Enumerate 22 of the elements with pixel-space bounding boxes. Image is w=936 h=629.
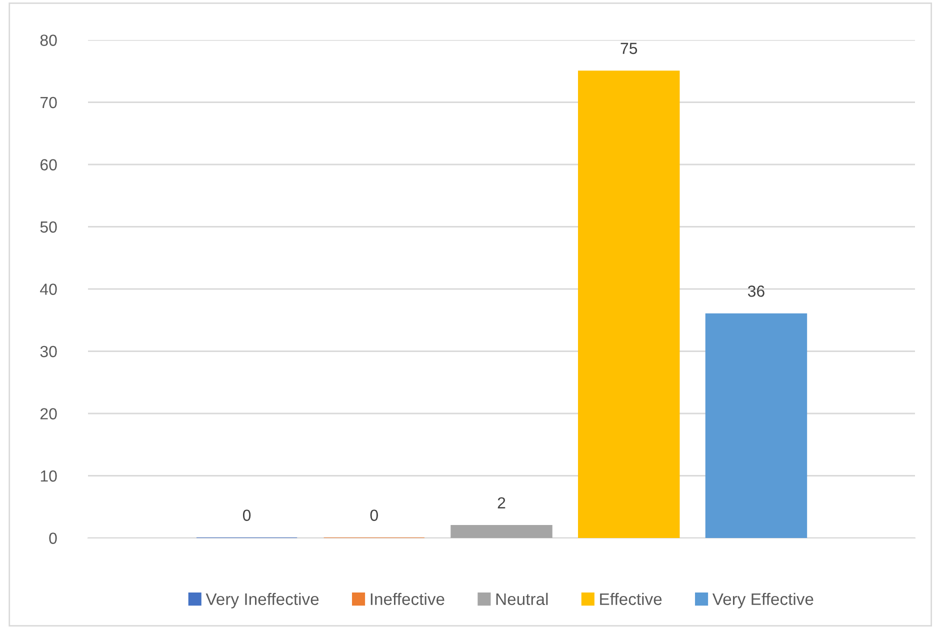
bar [578,70,680,538]
y-tick-label: 30 [40,346,57,358]
data-label: 75 [620,42,638,54]
legend-label: Ineffective [370,592,444,606]
data-label: 36 [748,286,764,297]
y-tick-label: 20 [40,408,57,420]
legend-label: Neutral [496,592,548,606]
y-tick-label: 70 [40,96,57,108]
y-tick-label: 10 [40,470,57,482]
y-tick-label: 40 [40,284,57,295]
legend-label: Very Ineffective [206,592,319,608]
legend-label: Very Effective [712,592,814,608]
y-tick-label: 80 [40,34,57,46]
y-tick-label: 50 [40,221,57,233]
y-tick-label: 60 [40,159,57,170]
bar [450,524,552,538]
data-label: 2 [498,497,506,508]
data-label: 0 [242,510,251,521]
legend-label: Effective [600,592,662,606]
bar [705,313,808,538]
y-tick-label: 0 [49,532,57,544]
data-label: 0 [370,510,378,521]
